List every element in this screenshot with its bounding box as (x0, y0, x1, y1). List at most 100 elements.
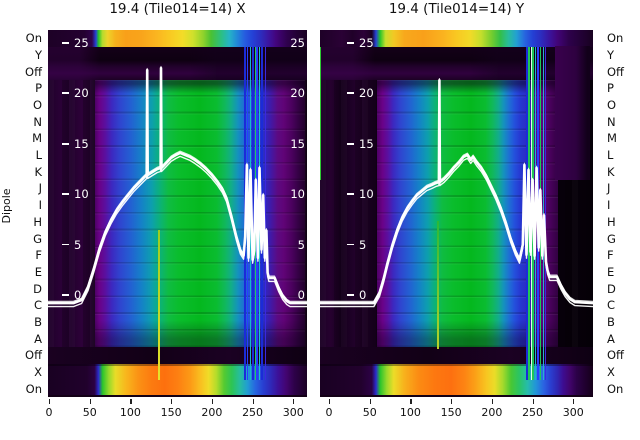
dipole-label: D (607, 281, 616, 296)
value-tick-label: 5 (74, 237, 82, 252)
x-tick-mark (89, 399, 91, 404)
dipole-label: Off (25, 348, 42, 363)
dipole-label: J (607, 181, 611, 196)
x-tick-label: 200 (201, 406, 223, 419)
value-tick: 5 (62, 237, 81, 253)
value-tick-label: 15 (74, 136, 89, 151)
rfi-line (437, 220, 440, 350)
heatmap-row-off-bottom (48, 347, 307, 364)
tick-dash-icon (62, 142, 69, 145)
tick-dash-icon (347, 294, 354, 296)
value-tick-label: 20 (74, 86, 89, 101)
value-tick-label-right: 20 (290, 86, 305, 101)
heatmap-rows-y-off (320, 46, 593, 81)
dipole-label: Off (607, 64, 624, 79)
rfi-line (244, 46, 247, 381)
tick-dash-icon (347, 42, 354, 44)
dipole-label: F (35, 248, 42, 263)
value-tick: 10 (347, 186, 374, 202)
heatmap-row-on-top (48, 30, 307, 47)
value-tick: 25 (347, 35, 374, 51)
dipole-label: On (607, 31, 624, 46)
dipole-labels-left: On Y Off P O N M L K J I H G F E D C B A Off X On (0, 0, 42, 440)
value-tick-label: 10 (359, 187, 374, 202)
rfi-line (545, 46, 547, 381)
heatmap-panel-x: 25 25 20 20 15 15 10 10 5 5 0 0 (48, 30, 307, 397)
value-tick: 10 (62, 186, 89, 202)
x-tick-mark (171, 399, 173, 404)
dipole-label: F (607, 248, 614, 263)
x-tick-label: 200 (481, 406, 503, 419)
panel-left-title: 19.4 (Tile014=14) X (109, 1, 246, 17)
dipole-label: K (34, 164, 42, 179)
rfi-line (537, 46, 540, 381)
tick-dash-icon (62, 193, 69, 196)
x-tick-mark (130, 399, 132, 404)
tick-dash-icon (347, 142, 354, 145)
heatmap-bandpass-band (95, 80, 305, 347)
dipole-label: Off (607, 348, 624, 363)
value-tick: 0 (347, 287, 366, 303)
dipole-label: I (607, 198, 611, 213)
dipole-label: P (607, 81, 614, 96)
x-tick-label: 250 (242, 406, 264, 419)
x-tick-label: 150 (160, 406, 182, 419)
value-tick-label-right: 25 (290, 36, 305, 50)
dipole-label: Y (34, 48, 42, 63)
value-tick-label: 0 (74, 288, 82, 302)
tick-dash-icon (347, 92, 354, 95)
dipole-label: O (32, 98, 42, 113)
dipole-label: B (607, 314, 615, 329)
dipole-label: I (38, 198, 42, 213)
rfi-line (259, 46, 261, 381)
dipole-label: B (34, 314, 42, 329)
rfi-line (254, 46, 256, 381)
heatmap-rows-x-on-bottom (48, 363, 307, 397)
dipole-label: K (607, 164, 615, 179)
dipole-label: X (34, 364, 42, 379)
rfi-line (251, 46, 254, 381)
panel-right-title: 19.4 (Tile014=14) Y (388, 1, 525, 17)
x-tick-mark (491, 399, 494, 404)
dipole-label: C (607, 298, 616, 313)
value-tick-label: 25 (359, 36, 374, 50)
value-tick-label-right: 5 (297, 237, 305, 252)
value-tick-label: 0 (359, 288, 367, 302)
dipole-label: L (35, 148, 42, 163)
x-tick-mark (252, 399, 254, 404)
dipole-label: H (33, 214, 42, 229)
dipole-label: E (607, 264, 615, 279)
x-tick-label: 50 (362, 406, 377, 419)
x-tick-mark (451, 399, 453, 404)
value-tick: 0 (62, 287, 81, 303)
dipole-label: On (25, 31, 42, 46)
tick-dash-icon (347, 193, 354, 196)
heatmap-upper-purple-column (555, 46, 590, 180)
x-tick-mark (293, 399, 295, 404)
dipole-label: Y (607, 48, 615, 63)
rfi-line (542, 46, 544, 381)
dipole-label: M (607, 131, 617, 146)
rfi-line (540, 46, 542, 381)
tick-dash-icon (62, 294, 69, 296)
dipole-label: L (607, 148, 614, 163)
value-tick: 25 (62, 35, 89, 51)
rfi-line (532, 46, 535, 381)
value-tick-label: 25 (74, 36, 89, 50)
rfi-line (157, 230, 160, 381)
x-tick-label: 100 (119, 406, 141, 419)
tick-dash-icon (62, 243, 69, 246)
dipole-label: C (33, 298, 42, 313)
rfi-line (256, 46, 259, 381)
rfi-line (265, 46, 267, 381)
tick-dash-icon (62, 42, 69, 44)
dipole-label: X (607, 364, 615, 379)
heatmap-rows-x-on-bottom (320, 363, 593, 397)
value-tick: 20 (62, 85, 89, 101)
dipole-label: N (607, 114, 616, 129)
rfi-line (261, 46, 264, 381)
value-tick: 20 (347, 85, 374, 101)
value-tick-label-right: 0 (297, 288, 305, 302)
dipole-label: P (35, 81, 42, 96)
x-tick-mark (410, 399, 412, 404)
